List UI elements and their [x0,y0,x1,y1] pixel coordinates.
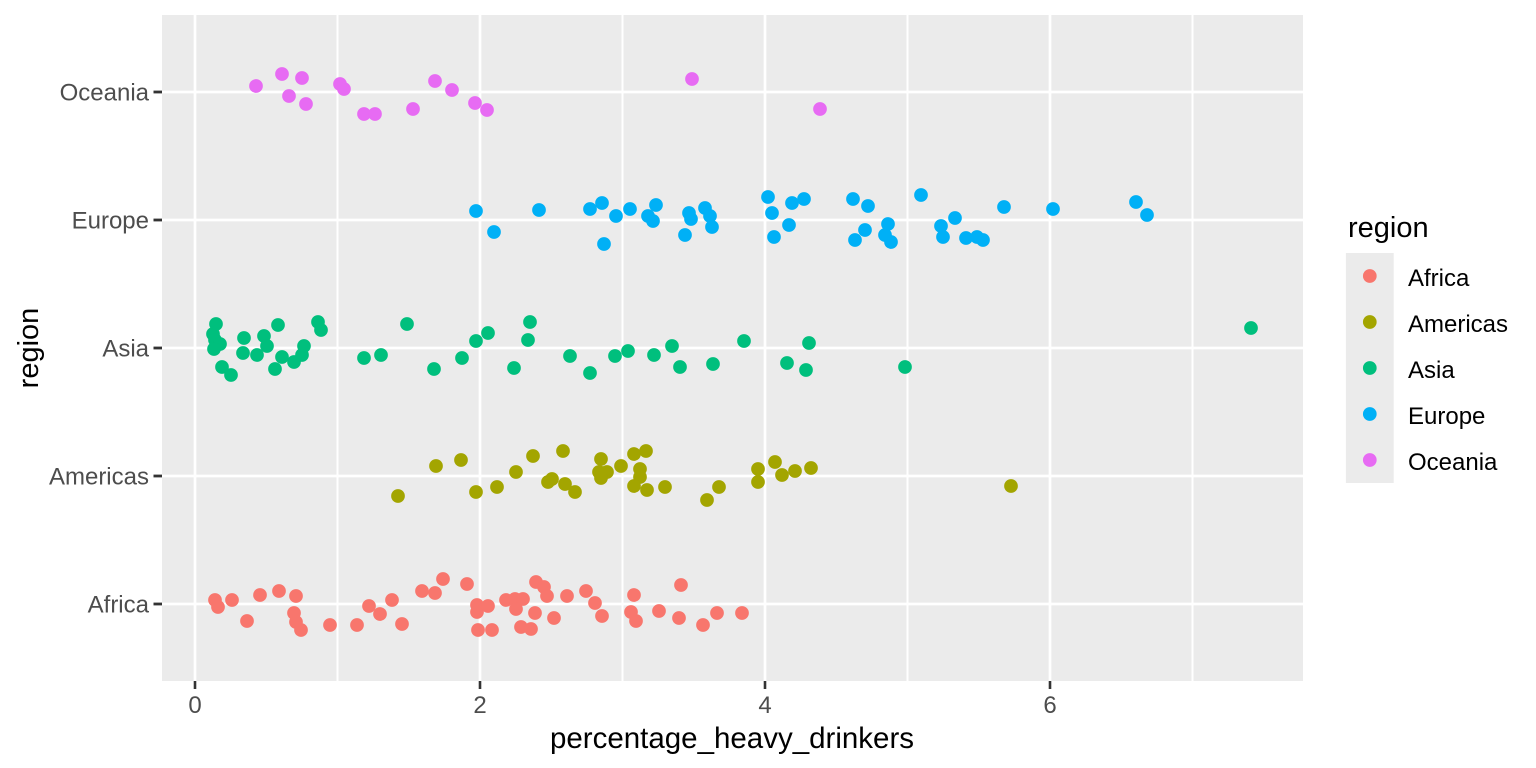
svg-text:Oceania: Oceania [1408,449,1498,476]
svg-text:Asia: Asia [102,336,149,363]
svg-text:6: 6 [1043,692,1056,719]
svg-text:Africa: Africa [88,592,150,619]
svg-text:2: 2 [473,692,486,719]
svg-text:Americas: Americas [49,464,149,491]
svg-text:region: region [1348,212,1429,244]
svg-text:Africa: Africa [1408,265,1470,292]
svg-text:Europe: Europe [72,208,149,235]
svg-text:Europe: Europe [1408,403,1485,430]
svg-text:Asia: Asia [1408,357,1455,384]
svg-text:Americas: Americas [1408,311,1508,338]
svg-text:percentage_heavy_drinkers: percentage_heavy_drinkers [550,722,914,755]
svg-text:region: region [13,308,45,389]
svg-text:0: 0 [188,692,201,719]
svg-text:Oceania: Oceania [60,80,150,107]
svg-text:4: 4 [758,692,771,719]
